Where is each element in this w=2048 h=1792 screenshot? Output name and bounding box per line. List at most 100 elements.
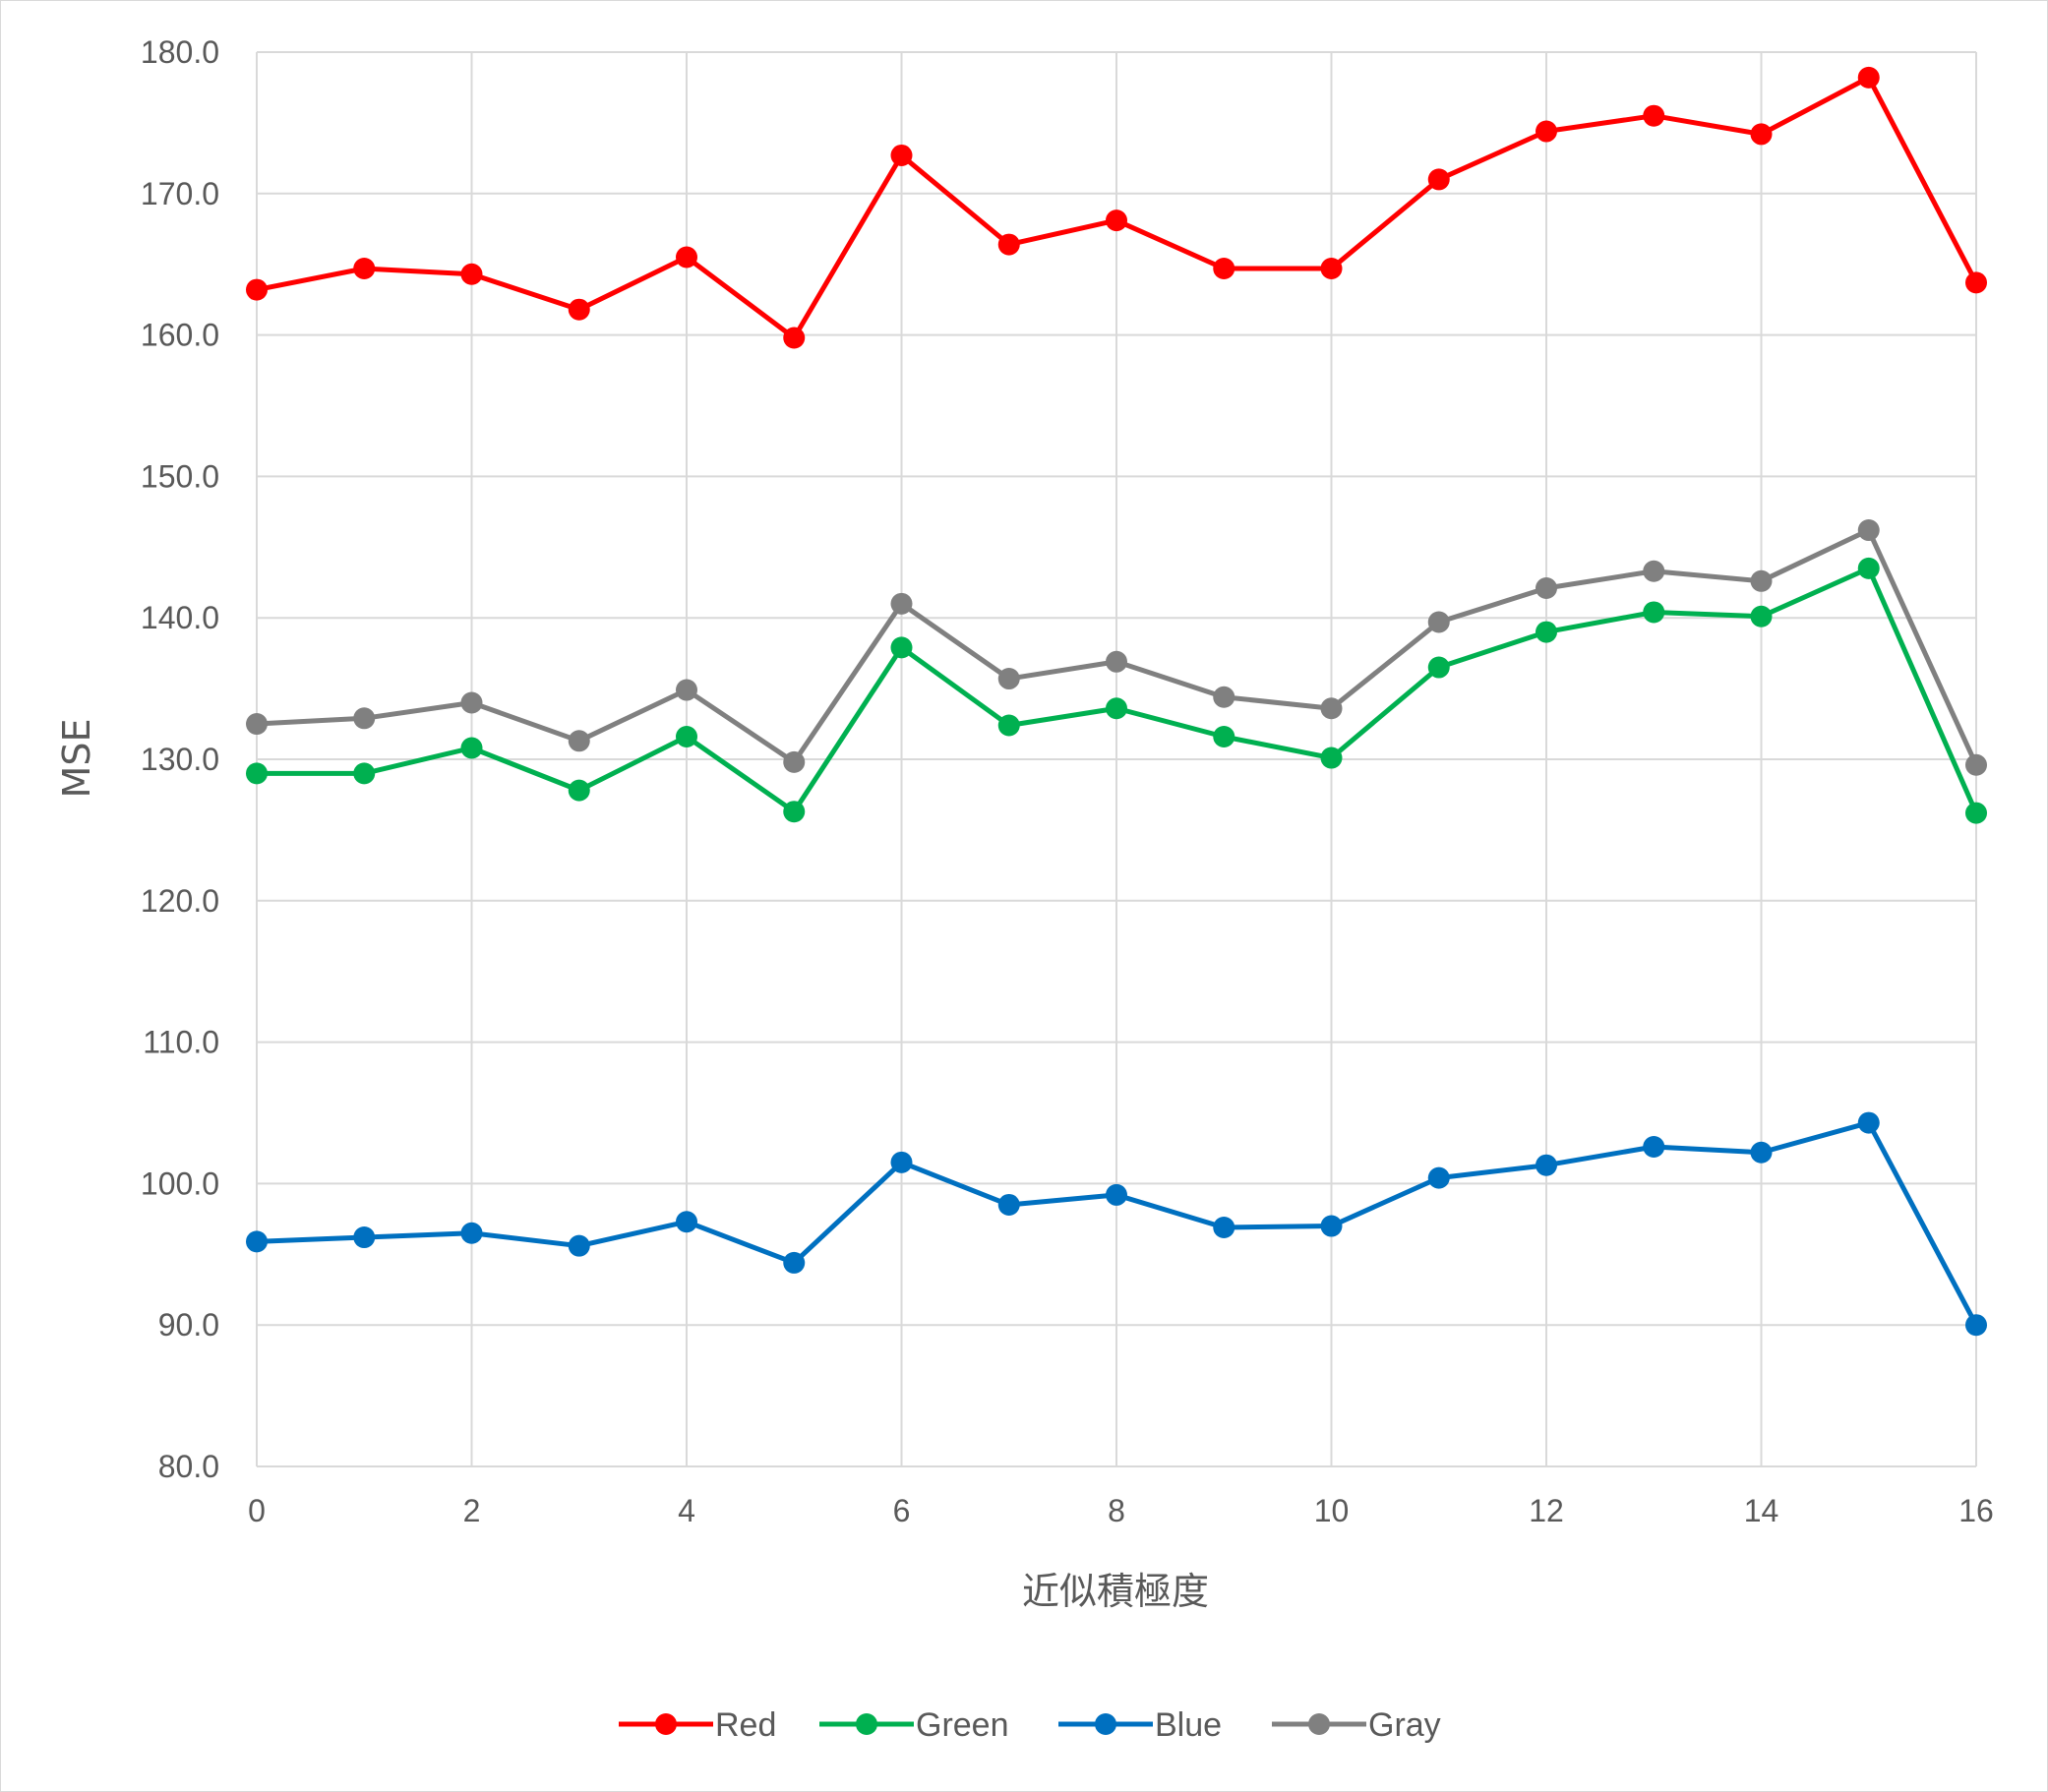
data-point (568, 298, 590, 321)
data-point (783, 1251, 806, 1274)
y-tick-label: 110.0 (143, 1025, 219, 1060)
legend-swatch-marker (655, 1713, 677, 1735)
data-point (353, 707, 376, 730)
data-point (460, 263, 483, 285)
data-point (1750, 569, 1773, 592)
data-point (1750, 605, 1773, 627)
data-point (353, 762, 376, 785)
data-point (1643, 601, 1665, 624)
x-axis-ticks: 0 2 4 6 8 10 12 14 16 (248, 1493, 1994, 1528)
data-point (246, 713, 268, 736)
legend: Red Green Blue Gray (619, 1706, 1441, 1744)
series-red (246, 66, 1987, 349)
y-tick-label: 120.0 (141, 883, 219, 919)
data-point (246, 278, 268, 301)
x-tick-label: 6 (893, 1493, 911, 1528)
data-point (676, 1211, 697, 1233)
data-point (1536, 621, 1557, 643)
data-point (1213, 686, 1235, 708)
data-point (1536, 1154, 1557, 1176)
data-point (1643, 560, 1665, 582)
legend-label: Gray (1368, 1706, 1441, 1744)
data-point (1320, 697, 1343, 720)
y-tick-label: 80.0 (158, 1449, 219, 1484)
y-axis-ticks: 80.0 90.0 100.0 110.0 120.0 130.0 140.0 150.0 16… (141, 34, 219, 1484)
legend-swatch-marker (1308, 1713, 1330, 1735)
x-tick-label: 12 (1529, 1493, 1564, 1528)
series-green (246, 557, 1987, 824)
data-point (246, 1230, 268, 1253)
data-point (890, 592, 913, 615)
data-point (460, 1222, 483, 1244)
y-tick-label: 160.0 (141, 318, 219, 353)
data-point (1643, 1136, 1665, 1159)
legend-item-red: Red (619, 1706, 776, 1744)
legend-label: Blue (1155, 1706, 1222, 1744)
data-point (568, 779, 590, 802)
legend-label: Green (916, 1706, 1009, 1744)
y-axis-title: MSE (55, 719, 98, 799)
x-tick-label: 4 (678, 1493, 695, 1528)
data-point (676, 246, 697, 269)
y-tick-label: 90.0 (158, 1307, 219, 1343)
data-point (1427, 1166, 1450, 1189)
data-point (1965, 753, 1987, 776)
data-point (460, 737, 483, 759)
y-tick-label: 150.0 (141, 458, 219, 494)
data-point (460, 691, 483, 714)
data-point (1427, 611, 1450, 633)
legend-item-gray: Gray (1272, 1706, 1441, 1744)
legend-label: Red (715, 1706, 776, 1744)
y-tick-label: 100.0 (141, 1165, 219, 1201)
x-axis-title: 近似積極度 (1022, 1570, 1209, 1613)
legend-swatch-marker (1095, 1713, 1116, 1735)
data-point (783, 801, 806, 823)
x-tick-label: 0 (248, 1493, 266, 1528)
series-blue (246, 1111, 1987, 1337)
data-point (353, 1226, 376, 1249)
x-tick-label: 10 (1314, 1493, 1350, 1528)
data-point (997, 668, 1020, 690)
data-point (1427, 168, 1450, 191)
data-point (676, 679, 697, 701)
data-point (676, 725, 697, 747)
x-tick-label: 14 (1744, 1493, 1779, 1528)
series-gray (246, 519, 1987, 776)
data-point (1965, 271, 1987, 294)
data-point (890, 636, 913, 659)
data-point (1320, 258, 1343, 280)
data-point (1213, 725, 1235, 747)
data-point (353, 258, 376, 280)
data-point (1857, 1111, 1880, 1134)
y-tick-label: 170.0 (141, 176, 219, 211)
y-tick-label: 140.0 (141, 600, 219, 635)
legend-item-blue: Blue (1058, 1706, 1222, 1744)
y-tick-label: 130.0 (141, 742, 219, 777)
data-point (1213, 1216, 1235, 1238)
legend-swatch-marker (856, 1713, 877, 1735)
data-point (1106, 697, 1127, 720)
data-point (568, 1234, 590, 1257)
data-point (1106, 209, 1127, 232)
data-point (1857, 557, 1880, 579)
x-tick-label: 8 (1108, 1493, 1125, 1528)
data-point (1536, 120, 1557, 143)
data-point (783, 750, 806, 773)
data-point (1965, 1314, 1987, 1337)
data-point (1857, 519, 1880, 542)
data-point (1857, 66, 1880, 89)
data-point (568, 730, 590, 752)
data-point (1320, 747, 1343, 769)
data-point (1643, 104, 1665, 127)
data-point (1213, 258, 1235, 280)
data-point (1965, 802, 1987, 824)
data-point (997, 233, 1020, 256)
x-tick-label: 16 (1958, 1493, 1994, 1528)
series-layer (246, 66, 1987, 1337)
data-point (997, 714, 1020, 737)
data-point (1536, 577, 1557, 600)
data-point (1750, 123, 1773, 146)
data-point (1106, 650, 1127, 673)
